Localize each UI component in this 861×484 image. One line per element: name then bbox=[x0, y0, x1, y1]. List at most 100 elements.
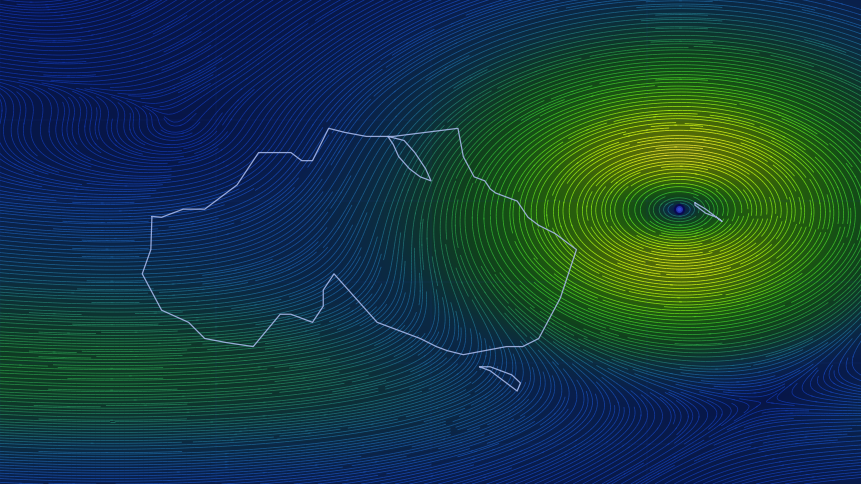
FancyArrowPatch shape bbox=[567, 348, 569, 349]
FancyArrowPatch shape bbox=[492, 449, 494, 450]
FancyArrowPatch shape bbox=[494, 411, 496, 412]
FancyArrowPatch shape bbox=[436, 369, 437, 370]
FancyArrowPatch shape bbox=[509, 413, 510, 414]
FancyArrowPatch shape bbox=[455, 44, 456, 45]
FancyArrowPatch shape bbox=[736, 239, 738, 240]
FancyArrowPatch shape bbox=[523, 452, 525, 453]
FancyArrowPatch shape bbox=[732, 399, 734, 400]
FancyArrowPatch shape bbox=[461, 27, 462, 28]
FancyArrowPatch shape bbox=[585, 130, 588, 131]
FancyArrowPatch shape bbox=[183, 99, 185, 100]
FancyArrowPatch shape bbox=[695, 233, 697, 234]
FancyArrowPatch shape bbox=[361, 353, 362, 354]
FancyArrowPatch shape bbox=[146, 9, 147, 10]
FancyArrowPatch shape bbox=[418, 375, 419, 376]
FancyArrowPatch shape bbox=[257, 148, 258, 149]
FancyArrowPatch shape bbox=[184, 60, 186, 61]
FancyArrowPatch shape bbox=[787, 60, 790, 61]
FancyArrowPatch shape bbox=[514, 407, 516, 408]
FancyArrowPatch shape bbox=[192, 86, 195, 87]
FancyArrowPatch shape bbox=[95, 144, 96, 145]
FancyArrowPatch shape bbox=[235, 107, 236, 109]
FancyArrowPatch shape bbox=[782, 273, 784, 274]
FancyArrowPatch shape bbox=[782, 137, 784, 138]
FancyArrowPatch shape bbox=[745, 237, 746, 238]
FancyArrowPatch shape bbox=[220, 150, 222, 151]
FancyArrowPatch shape bbox=[429, 346, 430, 347]
FancyArrowPatch shape bbox=[561, 360, 563, 361]
FancyArrowPatch shape bbox=[833, 383, 834, 384]
FancyArrowPatch shape bbox=[576, 163, 578, 164]
FancyArrowPatch shape bbox=[771, 138, 774, 139]
FancyArrowPatch shape bbox=[829, 392, 831, 393]
FancyArrowPatch shape bbox=[470, 451, 472, 452]
FancyArrowPatch shape bbox=[444, 68, 446, 69]
FancyArrowPatch shape bbox=[18, 162, 20, 163]
FancyArrowPatch shape bbox=[784, 177, 786, 178]
FancyArrowPatch shape bbox=[645, 197, 646, 199]
FancyArrowPatch shape bbox=[388, 338, 390, 339]
FancyArrowPatch shape bbox=[821, 45, 822, 46]
FancyArrowPatch shape bbox=[489, 7, 492, 8]
FancyArrowPatch shape bbox=[485, 397, 486, 398]
FancyArrowPatch shape bbox=[627, 136, 629, 137]
FancyArrowPatch shape bbox=[517, 399, 519, 400]
FancyArrowPatch shape bbox=[623, 240, 624, 241]
FancyArrowPatch shape bbox=[172, 63, 174, 64]
FancyArrowPatch shape bbox=[519, 451, 521, 452]
FancyArrowPatch shape bbox=[182, 43, 183, 44]
FancyArrowPatch shape bbox=[656, 428, 657, 429]
FancyArrowPatch shape bbox=[657, 473, 659, 474]
FancyArrowPatch shape bbox=[829, 276, 830, 277]
FancyArrowPatch shape bbox=[565, 454, 567, 455]
FancyArrowPatch shape bbox=[610, 193, 611, 194]
FancyArrowPatch shape bbox=[572, 267, 573, 268]
FancyArrowPatch shape bbox=[777, 359, 778, 360]
FancyArrowPatch shape bbox=[107, 42, 108, 43]
FancyArrowPatch shape bbox=[411, 347, 412, 348]
FancyArrowPatch shape bbox=[510, 449, 511, 450]
FancyArrowPatch shape bbox=[802, 130, 804, 131]
FancyArrowPatch shape bbox=[305, 331, 307, 332]
FancyArrowPatch shape bbox=[226, 137, 227, 138]
FancyArrowPatch shape bbox=[466, 106, 467, 107]
FancyArrowPatch shape bbox=[704, 224, 705, 225]
FancyArrowPatch shape bbox=[237, 101, 238, 102]
FancyArrowPatch shape bbox=[556, 167, 557, 168]
FancyArrowPatch shape bbox=[274, 151, 275, 152]
FancyArrowPatch shape bbox=[222, 162, 224, 163]
FancyArrowPatch shape bbox=[59, 159, 61, 160]
FancyArrowPatch shape bbox=[820, 393, 822, 394]
FancyArrowPatch shape bbox=[536, 300, 537, 302]
FancyArrowPatch shape bbox=[474, 451, 476, 452]
FancyArrowPatch shape bbox=[158, 134, 160, 135]
FancyArrowPatch shape bbox=[313, 287, 314, 288]
FancyArrowPatch shape bbox=[118, 49, 120, 50]
FancyArrowPatch shape bbox=[623, 473, 625, 474]
FancyArrowPatch shape bbox=[515, 291, 516, 292]
FancyArrowPatch shape bbox=[394, 108, 395, 109]
FancyArrowPatch shape bbox=[606, 361, 608, 362]
FancyArrowPatch shape bbox=[770, 157, 771, 158]
FancyArrowPatch shape bbox=[839, 153, 840, 154]
FancyArrowPatch shape bbox=[504, 426, 505, 427]
FancyArrowPatch shape bbox=[573, 287, 575, 288]
FancyArrowPatch shape bbox=[768, 99, 771, 100]
FancyArrowPatch shape bbox=[459, 442, 461, 443]
FancyArrowPatch shape bbox=[351, 311, 353, 312]
FancyArrowPatch shape bbox=[213, 145, 214, 146]
FancyArrowPatch shape bbox=[542, 350, 544, 351]
FancyArrowPatch shape bbox=[456, 374, 458, 375]
FancyArrowPatch shape bbox=[660, 204, 661, 205]
FancyArrowPatch shape bbox=[542, 452, 543, 453]
FancyArrowPatch shape bbox=[791, 242, 792, 244]
FancyArrowPatch shape bbox=[564, 339, 566, 340]
FancyArrowPatch shape bbox=[647, 444, 649, 445]
FancyArrowPatch shape bbox=[226, 234, 228, 235]
FancyArrowPatch shape bbox=[393, 92, 395, 93]
FancyArrowPatch shape bbox=[393, 100, 395, 101]
FancyArrowPatch shape bbox=[167, 27, 169, 28]
FancyArrowPatch shape bbox=[788, 349, 790, 350]
FancyArrowPatch shape bbox=[755, 407, 757, 408]
FancyArrowPatch shape bbox=[529, 321, 530, 323]
